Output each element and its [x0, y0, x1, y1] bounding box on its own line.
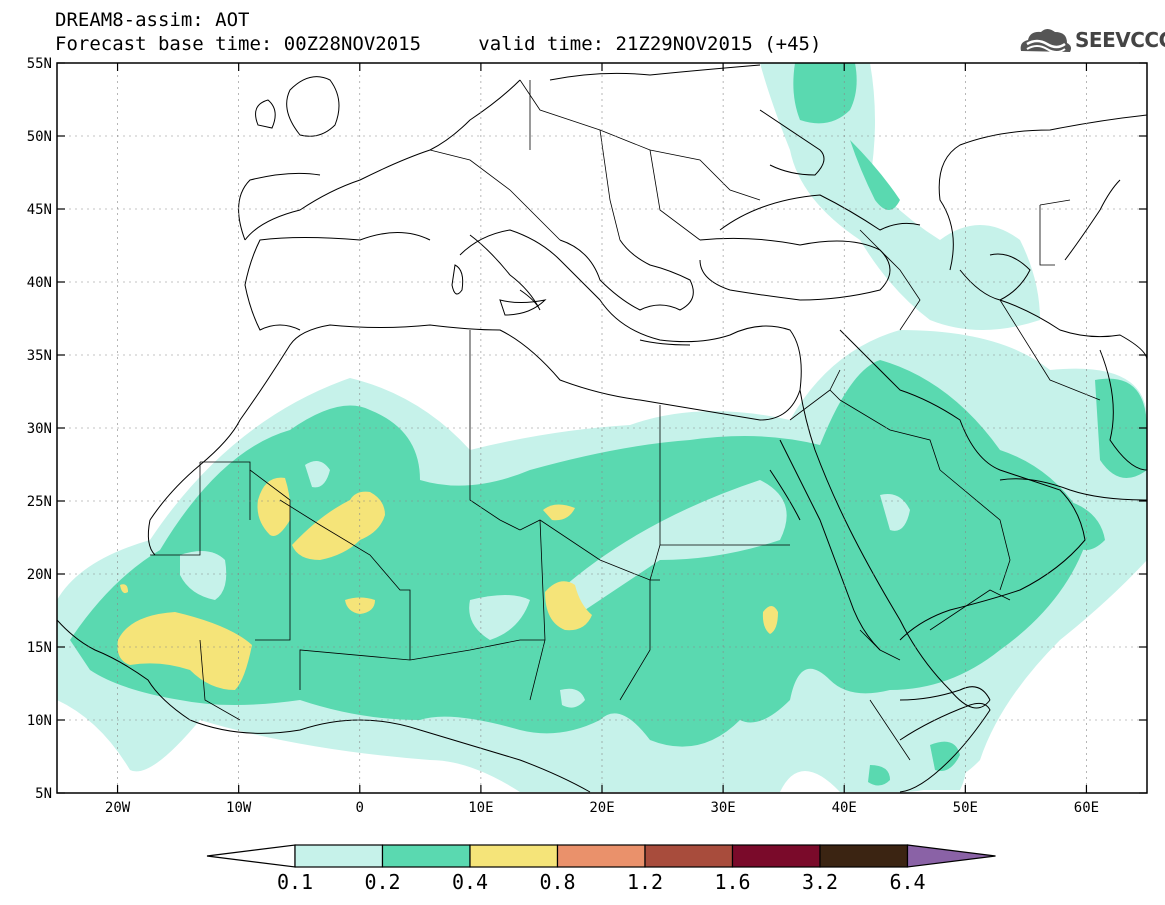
colorbar-label: 0.8 [539, 870, 576, 894]
lon-tick-label: 20E [589, 800, 614, 816]
lon-tick-label: 10W [226, 800, 252, 816]
colorbar-segment [294, 844, 384, 868]
colorbar-label: 1.6 [714, 870, 751, 894]
aot-band-0.4 [117, 477, 778, 690]
lon-tick-label: 50E [953, 800, 978, 816]
colorbar-label: 3.2 [801, 870, 839, 894]
map-gridlines [57, 63, 1147, 793]
colorbar-label: 1.2 [626, 870, 664, 894]
lat-tick-label: 40N [27, 275, 52, 291]
lat-tick-label: 55N [27, 56, 52, 72]
lat-tick-label: 5N [35, 786, 52, 802]
country-borders [150, 79, 1101, 761]
lat-tick-label: 30N [27, 421, 52, 437]
lat-tick-label: 45N [27, 202, 52, 218]
aot-band-0.2 [70, 63, 1147, 786]
map-title: DREAM8-assim: AOT [55, 9, 250, 31]
colorbar-segment [644, 844, 734, 868]
longitude-labels: 20W 10W 0 10E 20E 30E 40E 50E 60E [105, 800, 1099, 816]
colorbar-segment [469, 844, 559, 868]
lat-tick-label: 10N [27, 713, 52, 729]
colorbar-segment [819, 844, 909, 868]
cloud-logo-icon [1020, 29, 1071, 53]
lon-tick-label: 10E [468, 800, 493, 816]
colorbar-label: 0.1 [276, 870, 314, 894]
colorbar-label: 6.4 [889, 870, 926, 894]
colorbar-label: 0.2 [364, 870, 401, 894]
logo-text: SEEVCCC [1075, 28, 1165, 52]
valid-time: valid time: 21Z29NOV2015 (+45) [478, 33, 822, 55]
colorbar-segment [381, 844, 471, 868]
colorbar-label: 0.4 [451, 870, 489, 894]
lat-tick-label: 35N [27, 348, 52, 364]
coastlines [57, 64, 1147, 793]
colorbar [206, 844, 996, 868]
colorbar-labels: 0.1 0.2 0.4 0.8 1.2 1.6 3.2 6.4 [0, 870, 1165, 896]
aot-band-0.1-inner [180, 461, 910, 708]
colorbar-segment [556, 844, 646, 868]
lon-tick-label: 30E [710, 800, 735, 816]
lon-tick-label: 0 [356, 800, 364, 816]
axis-ticks [57, 62, 1147, 794]
lat-tick-label: 25N [27, 494, 52, 510]
lat-tick-label: 50N [27, 129, 52, 145]
colorbar-segment [731, 844, 821, 868]
lat-tick-label: 20N [27, 567, 52, 583]
lon-tick-label: 60E [1074, 800, 1099, 816]
latitude-labels: 55N 50N 45N 40N 35N 30N 25N 20N 15N 10N 5N [27, 56, 52, 802]
colorbar-high-arrow [906, 844, 996, 868]
lat-tick-label: 15N [27, 640, 52, 656]
lon-tick-label: 20W [105, 800, 131, 816]
colorbar-low-arrow [206, 844, 296, 868]
forecast-times: Forecast base time: 00Z28NOV2015 valid t… [55, 34, 821, 54]
base-time: Forecast base time: 00Z28NOV2015 [55, 33, 422, 55]
lon-tick-label: 40E [832, 800, 857, 816]
